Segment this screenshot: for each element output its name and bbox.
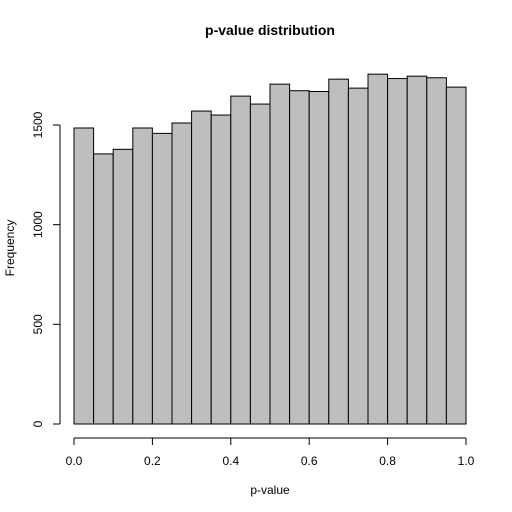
y-tick-label: 1000 — [31, 211, 45, 238]
histogram-bar — [210, 114, 232, 425]
histogram-bar — [347, 87, 369, 425]
x-tick-label: 0.8 — [379, 454, 396, 468]
histogram-bar — [269, 83, 291, 425]
histogram-bar — [112, 148, 134, 425]
histogram-bar — [328, 78, 349, 425]
y-tick-label: 1500 — [31, 111, 45, 138]
histogram-bar — [308, 91, 330, 425]
x-tick-label: 0.6 — [301, 454, 318, 468]
x-tick-label: 0.4 — [222, 454, 239, 468]
histogram-bar — [406, 75, 428, 425]
bars-group — [73, 73, 467, 425]
histogram-bar — [171, 122, 193, 425]
histogram-bar — [93, 153, 114, 425]
y-axis: 0 500 1000 1500 — [31, 111, 61, 427]
histogram-bar — [191, 110, 212, 425]
histogram-bar — [387, 78, 408, 425]
histogram-bar — [73, 127, 95, 425]
y-tick-label: 0 — [31, 420, 45, 427]
x-tick-label: 0.2 — [144, 454, 161, 468]
histogram-bar — [230, 95, 251, 425]
histogram-bar — [289, 90, 310, 425]
histogram-bar — [426, 77, 447, 425]
histogram-bar — [132, 127, 153, 425]
x-tick-label: 0.0 — [66, 454, 83, 468]
x-axis-label: p-value — [250, 483, 290, 497]
histogram-bar — [151, 132, 173, 425]
x-axis: 0.0 0.2 0.4 0.6 0.8 1.0 — [66, 437, 475, 468]
histogram-bar — [367, 73, 389, 425]
y-tick-label: 500 — [31, 314, 45, 334]
y-axis-label: Frequency — [3, 220, 17, 277]
histogram-bar — [249, 103, 271, 425]
x-tick-label: 1.0 — [458, 454, 475, 468]
histogram-bar — [445, 86, 467, 425]
chart-title: p-value distribution — [205, 22, 335, 38]
